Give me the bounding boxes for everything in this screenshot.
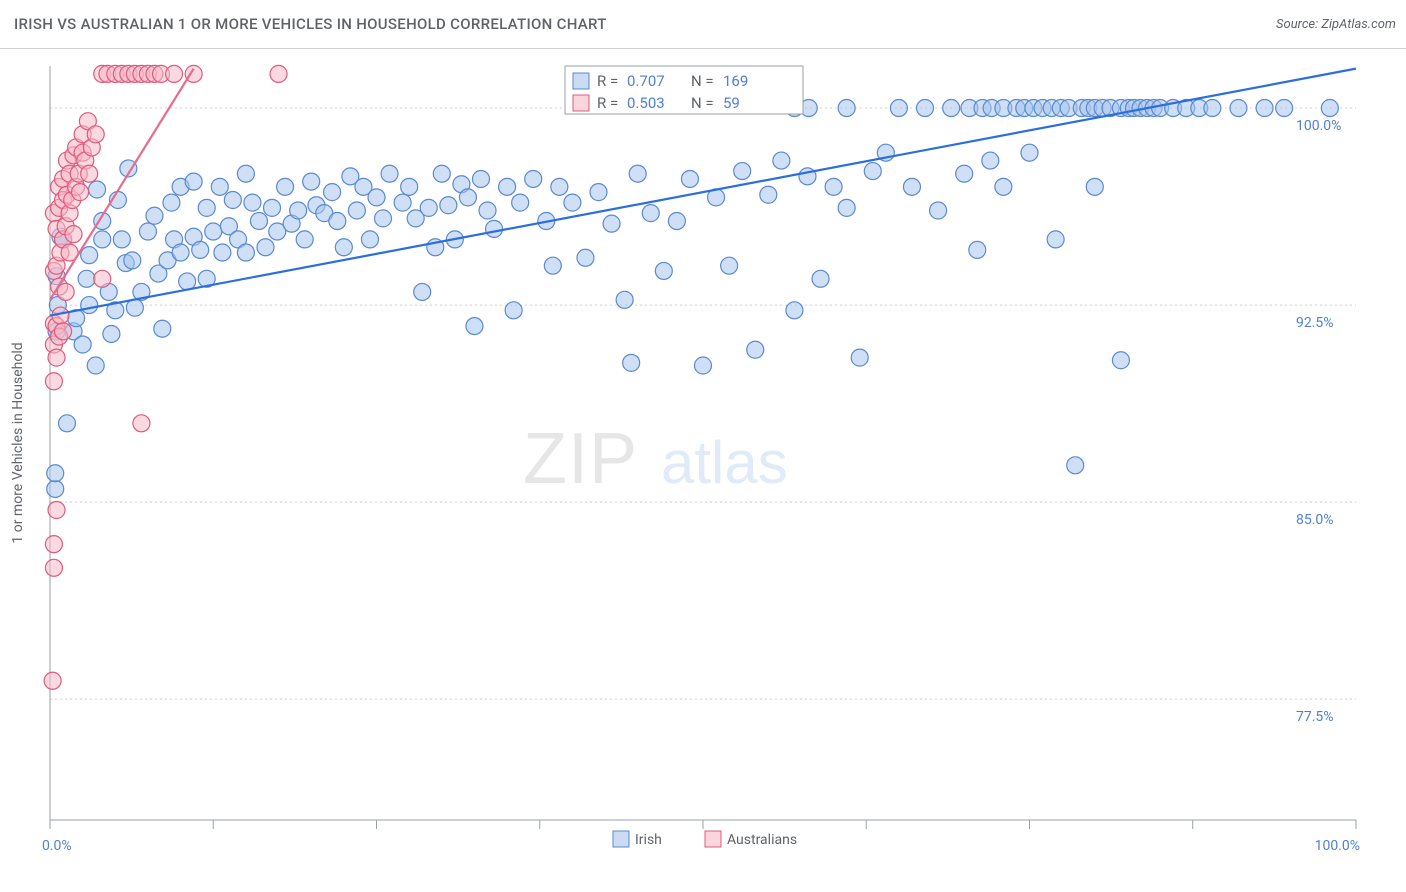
svg-text:85.0%: 85.0% xyxy=(1296,512,1334,528)
svg-text:169: 169 xyxy=(723,72,748,90)
svg-text:ZIP: ZIP xyxy=(523,419,638,499)
svg-text:R =: R = xyxy=(597,72,618,90)
scatter-chart: 77.5% 85.0% 92.5% 100.0% ZIP atlas 0.0% 100.0% 1… xyxy=(0,48,1406,892)
svg-text:Irish: Irish xyxy=(635,832,662,848)
svg-text:0.0%: 0.0% xyxy=(42,838,72,854)
svg-text:0.503: 0.503 xyxy=(627,94,665,112)
svg-text:100.0%: 100.0% xyxy=(1296,118,1341,134)
svg-text:59: 59 xyxy=(723,94,740,112)
svg-text:1 or more Vehicles in Househol: 1 or more Vehicles in Household xyxy=(10,342,26,543)
svg-text:100.0%: 100.0% xyxy=(1315,838,1360,854)
svg-text:R =: R = xyxy=(597,94,618,112)
svg-text:0.707: 0.707 xyxy=(627,72,665,90)
svg-text:N =: N = xyxy=(691,72,714,90)
chart-title: IRISH VS AUSTRALIAN 1 OR MORE VEHICLES I… xyxy=(14,15,607,33)
chart-area: 77.5% 85.0% 92.5% 100.0% ZIP atlas 0.0% 100.0% 1… xyxy=(0,48,1406,892)
svg-text:77.5%: 77.5% xyxy=(1296,709,1334,725)
svg-text:92.5%: 92.5% xyxy=(1296,315,1334,331)
svg-text:atlas: atlas xyxy=(661,429,788,496)
svg-text:N =: N = xyxy=(691,94,714,112)
source-attribution: Source: ZipAtlas.com xyxy=(1276,17,1396,32)
svg-text:Australians: Australians xyxy=(727,832,797,848)
